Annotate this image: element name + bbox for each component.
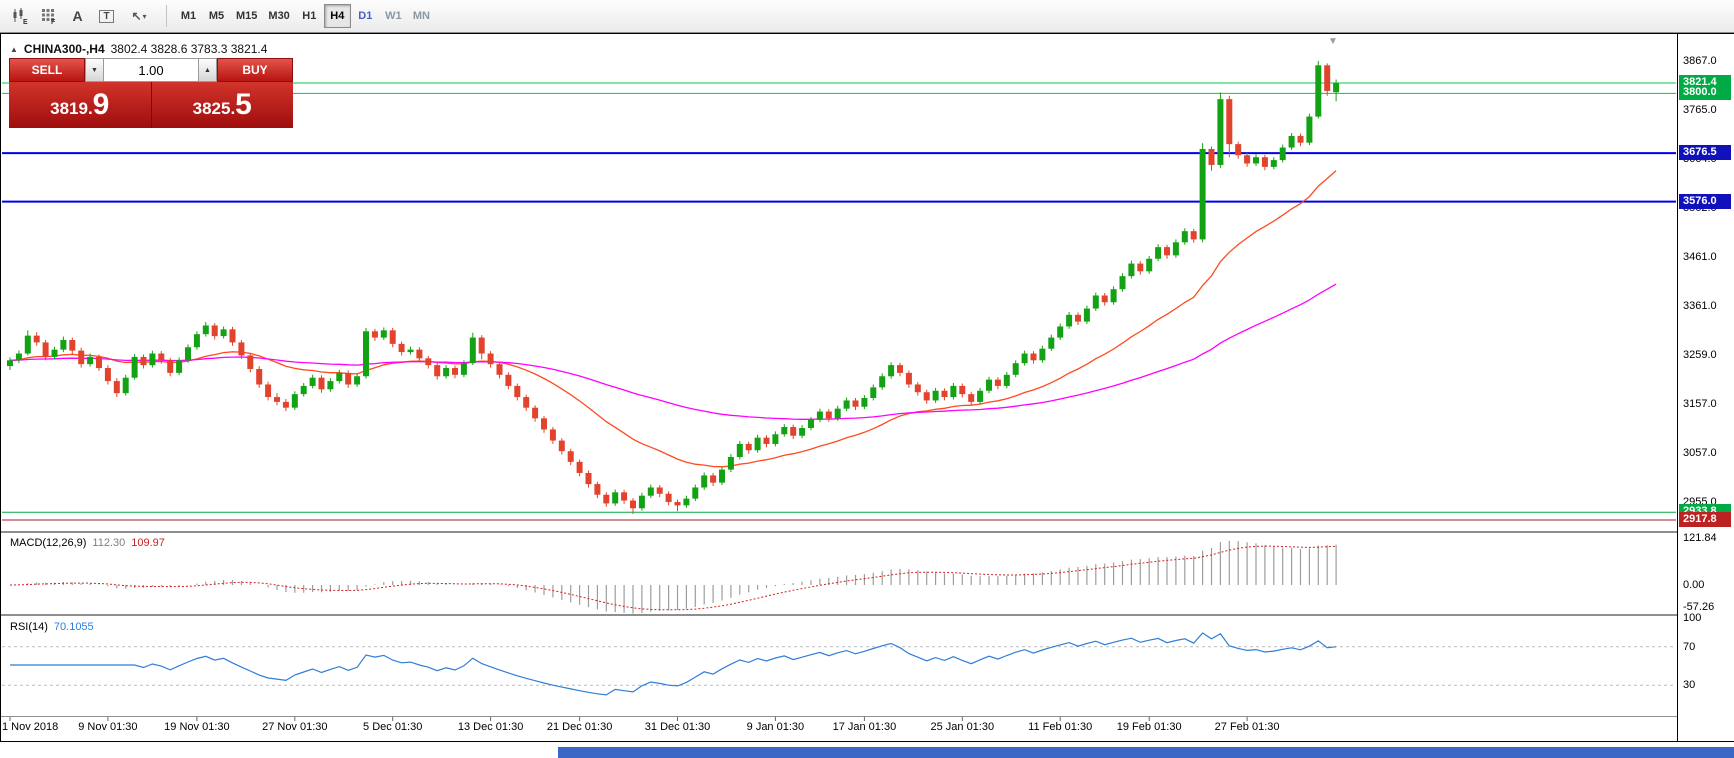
- volume-increase-button[interactable]: ▲: [198, 58, 217, 82]
- buy-price-main: 3825.: [192, 99, 236, 118]
- toolbar-icon-group: E F A T ↖ ▾: [6, 3, 158, 29]
- macd-tick-label: -57.26: [1683, 601, 1715, 614]
- timeframe-m5-button[interactable]: M5: [203, 4, 230, 28]
- time-label: 11 Feb 01:30: [1028, 721, 1093, 733]
- timeframe-d1-button[interactable]: D1: [352, 4, 379, 28]
- grid-f-icon[interactable]: F: [35, 3, 62, 29]
- price-tick-label: 3461.0: [1683, 251, 1717, 264]
- ma-slow-line: [9, 283, 1337, 420]
- text-label-icon[interactable]: A: [64, 3, 91, 29]
- macd-name: MACD(12,26,9): [10, 537, 87, 549]
- timeframe-mn-button[interactable]: MN: [408, 4, 435, 28]
- time-axis-divider: [1, 716, 1733, 717]
- sell-button[interactable]: SELL: [9, 58, 85, 82]
- bottom-blue-strip: [558, 747, 1734, 758]
- price-tick-label: 3361.0: [1683, 299, 1717, 312]
- price-tick-label: 3157.0: [1683, 398, 1717, 411]
- timeframe-w1-button[interactable]: W1: [380, 4, 407, 28]
- timeframe-button-group: M1 M5 M15 M30 H1 H4 D1 W1 MN: [175, 4, 436, 28]
- macd-main-value: 112.30: [92, 537, 126, 549]
- time-label: 17 Jan 01:30: [832, 721, 897, 733]
- time-label: 25 Jan 01:30: [930, 721, 995, 733]
- macd-tick-label: 0.00: [1683, 579, 1705, 592]
- price-tick-label: 3765.0: [1683, 104, 1717, 117]
- toolbar: E F A T ↖ ▾ M1 M5 M15 M30 H1 H4 D1 W1 MN: [0, 0, 1734, 33]
- timeframe-h1-button[interactable]: H1: [296, 4, 323, 28]
- rsi-name: RSI(14): [10, 621, 48, 633]
- time-label: 27 Nov 01:30: [262, 721, 328, 733]
- macd-signal-line: [9, 545, 1337, 611]
- sell-price-pip: 9: [92, 88, 110, 121]
- horizontal-lines: [2, 82, 1676, 521]
- macd-signal-value: 109.97: [131, 537, 165, 549]
- chart-title-line: ▲ CHINA300-,H4 3802.4 3828.6 3783.3 3821…: [10, 42, 267, 56]
- macd-tick-label: 121.84: [1683, 532, 1717, 545]
- buy-button[interactable]: BUY: [217, 58, 293, 82]
- ohlc-values: 3802.4 3828.6 3783.3 3821.4: [110, 42, 268, 56]
- buy-price[interactable]: 3825. 5: [151, 82, 293, 128]
- time-label: 31 Dec 01:30: [644, 721, 711, 733]
- timeframe-m30-button[interactable]: M30: [263, 4, 294, 28]
- time-label: 9 Jan 01:30: [746, 721, 805, 733]
- one-click-panel-toggle[interactable]: ▲: [10, 44, 18, 54]
- price-macd-pane-divider[interactable]: [1, 531, 1733, 533]
- macd-rsi-pane-divider[interactable]: [1, 614, 1733, 616]
- sell-price[interactable]: 3819. 9: [9, 82, 152, 128]
- price-badge-3576.0: 3576.0: [1679, 193, 1731, 209]
- one-click-trading-panel: SELL ▼ ▲ BUY 3819. 9 3825. 5: [9, 58, 293, 128]
- volume-decrease-button[interactable]: ▼: [85, 58, 104, 82]
- price-badge-2917.8: 2917.8: [1679, 511, 1731, 527]
- chart-window: [0, 33, 1734, 742]
- macd-histogram: [18, 540, 1337, 614]
- rsi-value: 70.1055: [53, 621, 94, 633]
- toolbar-separator: [166, 5, 167, 27]
- rsi-tick-label: 30: [1683, 679, 1696, 692]
- ma-fast-line: [9, 170, 1337, 468]
- rsi-indicator-label: RSI(14) 70.1055: [10, 621, 94, 633]
- time-label: 5 Dec 01:30: [363, 721, 423, 733]
- price-tick-label: 3867.0: [1683, 54, 1717, 67]
- timeframe-m15-button[interactable]: M15: [231, 4, 262, 28]
- time-axis[interactable]: 1 Nov 2018 9 Nov 01:30 19 Nov 01:30 27 Nov …: [0, 719, 1676, 741]
- candlestick-chart-e-icon[interactable]: E: [6, 3, 33, 29]
- time-label: 1 Nov 2018: [2, 721, 59, 733]
- price-axis[interactable]: 3867.03765.03664.03562.03461.03361.03259…: [1677, 34, 1734, 741]
- time-label: 27 Feb 01:30: [1214, 721, 1280, 733]
- svg-text:F: F: [51, 19, 56, 25]
- time-label: 21 Dec 01:30: [546, 721, 613, 733]
- time-label: 9 Nov 01:30: [78, 721, 138, 733]
- rsi-line: [10, 632, 1337, 696]
- price-tick-label: 3259.0: [1683, 348, 1717, 361]
- price-badge-3800.0: 3800.0: [1679, 85, 1731, 101]
- candles-series: [7, 60, 1340, 515]
- rsi-tick-label: 100: [1683, 612, 1702, 624]
- macd-indicator-label: MACD(12,26,9) 112.30 109.97: [10, 537, 165, 549]
- text-box-icon[interactable]: T: [93, 3, 120, 29]
- price-badge-3676.5: 3676.5: [1679, 145, 1731, 161]
- timeframe-h4-button[interactable]: H4: [323, 4, 351, 28]
- volume-input[interactable]: [104, 58, 198, 82]
- timeframe-m1-button[interactable]: M1: [175, 4, 202, 28]
- svg-text:E: E: [23, 19, 28, 25]
- cursor-tools-dropdown-icon[interactable]: ↖ ▾: [122, 3, 156, 29]
- symbol-label: CHINA300-,H4: [23, 42, 105, 56]
- buy-price-pip: 5: [235, 88, 252, 121]
- time-label: 13 Dec 01:30: [457, 721, 524, 733]
- time-label: 19 Feb 01:30: [1116, 721, 1182, 733]
- rsi-tick-label: 70: [1683, 640, 1696, 653]
- chart-shift-marker-icon[interactable]: ▼: [1328, 36, 1338, 47]
- sell-price-main: 3819.: [50, 99, 93, 118]
- time-label: 19 Nov 01:30: [164, 721, 230, 733]
- price-tick-label: 3057.0: [1683, 446, 1717, 459]
